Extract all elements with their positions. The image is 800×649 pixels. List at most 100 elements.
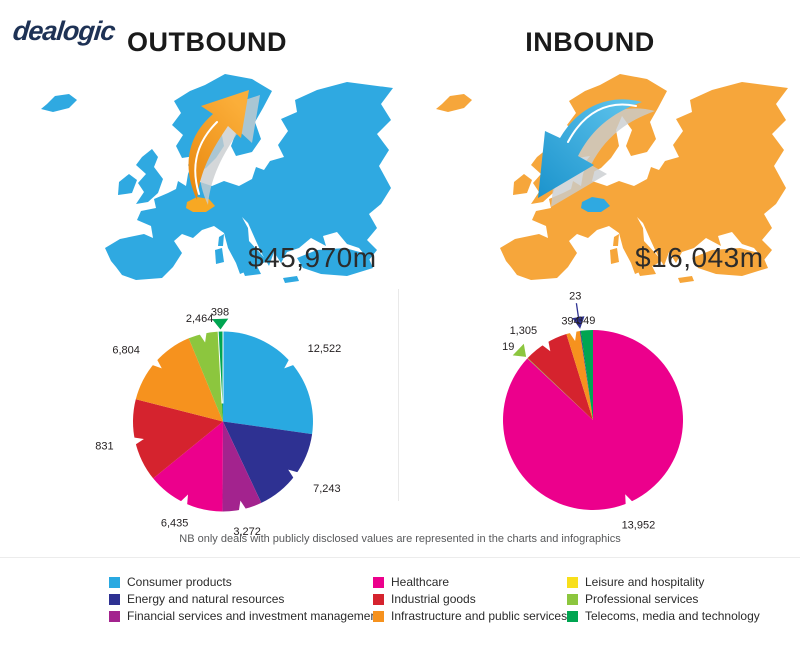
europe-landmass [118, 174, 137, 195]
legend-label: Infrastructure and public services [391, 609, 568, 623]
slice-notch [540, 338, 551, 352]
pie-slice-healthcare [153, 421, 223, 512]
europe-landmass [215, 248, 224, 264]
slice-value-label-energy-and-natural-resources: 23 [569, 290, 581, 302]
europe-landmass [637, 266, 656, 276]
footer-divider [0, 557, 800, 558]
pie-slice-infrastructure-and-public-services [135, 338, 223, 422]
inbound-total-value: $16,043m [635, 242, 764, 273]
pie-slice-financial-services-and-investment-management [222, 421, 262, 512]
legend-swatch-icon [373, 611, 384, 622]
center-divider [398, 289, 399, 501]
legend-column: Healthcare Industrial goods Infrastructure… [373, 576, 567, 627]
europe-landmass [41, 94, 77, 112]
pie-slice-healthcare [503, 330, 684, 510]
legend-label: Energy and natural resources [127, 592, 285, 606]
legend-label: Consumer products [127, 575, 232, 589]
slice-value-label-infrastructure-and-public-services: 394 [561, 316, 579, 328]
disclosure-note: NB only deals with publicly disclosed va… [179, 533, 621, 545]
slice-value-label-infrastructure-and-public-services: 6,804 [112, 344, 140, 356]
slice-notch [568, 328, 577, 341]
pie-slice-professional-services [527, 358, 593, 420]
pie-slice-professional-services [188, 331, 223, 422]
europe-landmass [436, 94, 472, 112]
slice-value-label-professional-services: 19 [502, 341, 514, 353]
pie-slice-industrial-goods [132, 399, 223, 479]
europe-landmass [692, 248, 768, 276]
small-value-arrowhead-icon [572, 316, 585, 329]
slice-value-label-telecoms-media-and-technology: 398 [211, 307, 229, 319]
small-value-triangle-icon [212, 318, 229, 330]
callout-line [575, 303, 580, 318]
pie-slice-industrial-goods [527, 334, 593, 420]
pie-slice-telecoms-media-and-technology [580, 329, 593, 420]
legend-swatch-icon [109, 577, 120, 588]
arrow-shadow [199, 95, 260, 205]
legend-item-telecoms-media-and-technology: Telecoms, media and technology [567, 610, 760, 623]
slice-notch [131, 437, 144, 446]
slice-value-label-energy-and-natural-resources: 7,243 [313, 483, 341, 495]
europe-landmass [283, 276, 299, 283]
small-value-triangle-icon [512, 343, 527, 357]
slice-value-label-healthcare: 13,952 [622, 520, 656, 532]
legend-label: Financial services and investment manage… [127, 609, 381, 623]
arrow-highlight [567, 103, 637, 143]
europe-landmass [613, 234, 619, 246]
pie-slice-energy-and-natural-resources [223, 421, 313, 503]
europe-landmass [500, 82, 788, 280]
pie-slice-infrastructure-and-public-services [566, 331, 593, 420]
inbound-flow-arrow-icon [538, 99, 642, 198]
legend-swatch-icon [373, 594, 384, 605]
legend-swatch-icon [567, 611, 578, 622]
arrow-shadow [551, 108, 655, 207]
slice-notch [284, 357, 297, 369]
legend-label: Professional services [585, 592, 699, 606]
europe-landmass [105, 82, 393, 280]
legend-item-energy-and-natural-resources: Energy and natural resources [109, 593, 380, 606]
slice-value-label-healthcare: 6,435 [161, 518, 189, 530]
slice-separator [217, 330, 224, 404]
outbound-title: OUTBOUND [127, 27, 287, 57]
legend-swatch-icon [109, 594, 120, 605]
legend-label: Telecoms, media and technology [585, 609, 760, 623]
legend-item-industrial-goods: Industrial goods [373, 593, 567, 606]
slice-value-label-professional-services: 2,464 [186, 313, 214, 325]
europe-landmass [242, 266, 261, 276]
slice-value-label-telecoms-media-and-technology: 349 [577, 315, 595, 327]
legend-swatch-icon [567, 594, 578, 605]
inbound-pie-chart: 13,952 19 1,305 394 23 349 [502, 290, 684, 532]
legend-column: Leisure and hospitality Professional serv… [567, 576, 760, 627]
legend-label: Healthcare [391, 575, 450, 589]
pie-slice-energy-and-natural-resources [579, 330, 593, 420]
legend-item-financial-services-and-investment-management: Financial services and investment manage… [109, 610, 380, 623]
legend-column: Consumer products Energy and natural reso… [109, 576, 380, 627]
switzerland-highlight [581, 197, 610, 212]
outbound-flow-arrow-icon [188, 90, 249, 200]
outbound-europe-map [41, 74, 393, 283]
europe-landmass [678, 276, 694, 283]
legend-swatch-icon [109, 611, 120, 622]
inbound-title: INBOUND [525, 27, 655, 57]
europe-landmass [218, 234, 224, 246]
arrow-highlight [194, 121, 218, 195]
outbound-total-value: $45,970m [248, 242, 377, 273]
europe-landmass [610, 248, 619, 264]
slice-notch [178, 494, 188, 508]
inbound-europe-map [436, 74, 788, 283]
legend-swatch-icon [373, 577, 384, 588]
legend-item-infrastructure-and-public-services: Infrastructure and public services [373, 610, 567, 623]
legend-label: Leisure and hospitality [585, 575, 705, 589]
europe-landmass [136, 149, 163, 204]
slice-value-label-industrial-goods: 6,831 [95, 441, 114, 453]
legend-label: Industrial goods [391, 592, 476, 606]
slice-notch [198, 329, 207, 343]
slice-notch [288, 469, 301, 481]
legend-item-healthcare: Healthcare [373, 576, 567, 589]
pie-slice-consumer-products [223, 331, 313, 435]
slice-value-label-industrial-goods: 1,305 [510, 325, 538, 337]
europe-landmass [513, 174, 532, 195]
slice-value-label-consumer-products: 12,522 [308, 343, 342, 355]
slice-notch [238, 500, 248, 514]
